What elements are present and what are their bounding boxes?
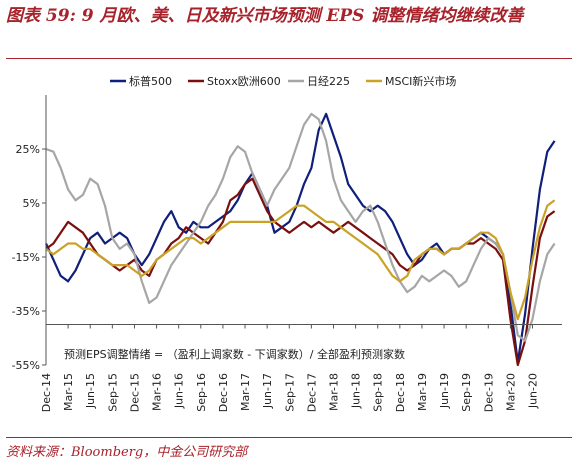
x-tick-label: Sep-19 — [460, 373, 473, 412]
x-tick-label: Sep-18 — [372, 373, 385, 412]
x-tick-label: Jun-20 — [527, 373, 540, 409]
x-tick-label: Sep-16 — [195, 373, 208, 412]
eps-sentiment-chart: 标普500 Stoxx欧洲600 日经225 MSCI新兴市场 25% 5% -15% -3… — [12, 74, 562, 412]
x-tick-label: Dec-18 — [394, 373, 407, 412]
y-tick-label: 5% — [23, 197, 40, 210]
x-axis: Dec-14 Mar-15 Jun-15 Sep-15 Dec-15 Mar-16 Jun-… — [40, 324, 562, 412]
x-tick-label: Jun-16 — [173, 373, 186, 409]
x-tick-label: Dec-14 — [40, 373, 53, 412]
legend-label-0: 标普500 — [129, 74, 172, 88]
chart-legend: 标普500 Stoxx欧洲600 日经225 MSCI新兴市场 — [110, 74, 456, 88]
legend-label-2: 日经225 — [307, 75, 350, 88]
x-tick-label: Jun-17 — [261, 373, 274, 409]
legend-label-3: MSCI新兴市场 — [385, 74, 456, 88]
source-divider — [6, 437, 572, 438]
x-tick-label: Jun-19 — [438, 373, 451, 409]
x-tick-label: Mar-17 — [239, 373, 252, 411]
x-tick-label: Jun-18 — [350, 373, 363, 409]
plot-area — [44, 112, 556, 367]
series-line-0 — [44, 112, 556, 364]
y-tick-label: -15% — [12, 251, 40, 264]
y-tick-label: 25% — [16, 143, 40, 156]
title-divider — [6, 58, 572, 59]
x-tick-label: Mar-16 — [151, 373, 164, 411]
x-tick-label: Mar-18 — [327, 373, 340, 411]
series-line-2 — [45, 112, 556, 342]
x-tick-label: Sep-15 — [106, 373, 119, 412]
series-line-3 — [45, 199, 556, 321]
x-tick-label: Mar-19 — [416, 373, 429, 411]
x-tick-label: Dec-19 — [482, 373, 495, 412]
x-tick-label: Mar-15 — [62, 373, 75, 411]
y-tick-label: -35% — [12, 305, 40, 318]
series-line-1 — [45, 177, 556, 367]
x-tick-label: Sep-17 — [283, 373, 296, 412]
x-tick-label: Dec-15 — [128, 373, 141, 412]
y-axis: 25% 5% -15% -35% -55% — [12, 95, 47, 372]
x-tick-label: Mar-20 — [504, 373, 517, 411]
chart-title: 图表 59: 9 月欧、美、日及新兴市场预测 EPS 调整情绪均继续改善 — [6, 6, 524, 26]
y-tick-label: -55% — [12, 359, 40, 372]
source-note: 资料来源：Bloomberg，中金公司研究部 — [6, 445, 248, 460]
x-tick-label: Dec-17 — [305, 373, 318, 412]
chart-note: 预测EPS调整情绪 = （盈利上调家数 - 下调家数）/ 全部盈利预测家数 — [64, 347, 405, 361]
x-tick-label: Dec-16 — [217, 373, 230, 412]
x-tick-label: Jun-15 — [84, 373, 97, 409]
legend-label-1: Stoxx欧洲600 — [207, 75, 281, 88]
